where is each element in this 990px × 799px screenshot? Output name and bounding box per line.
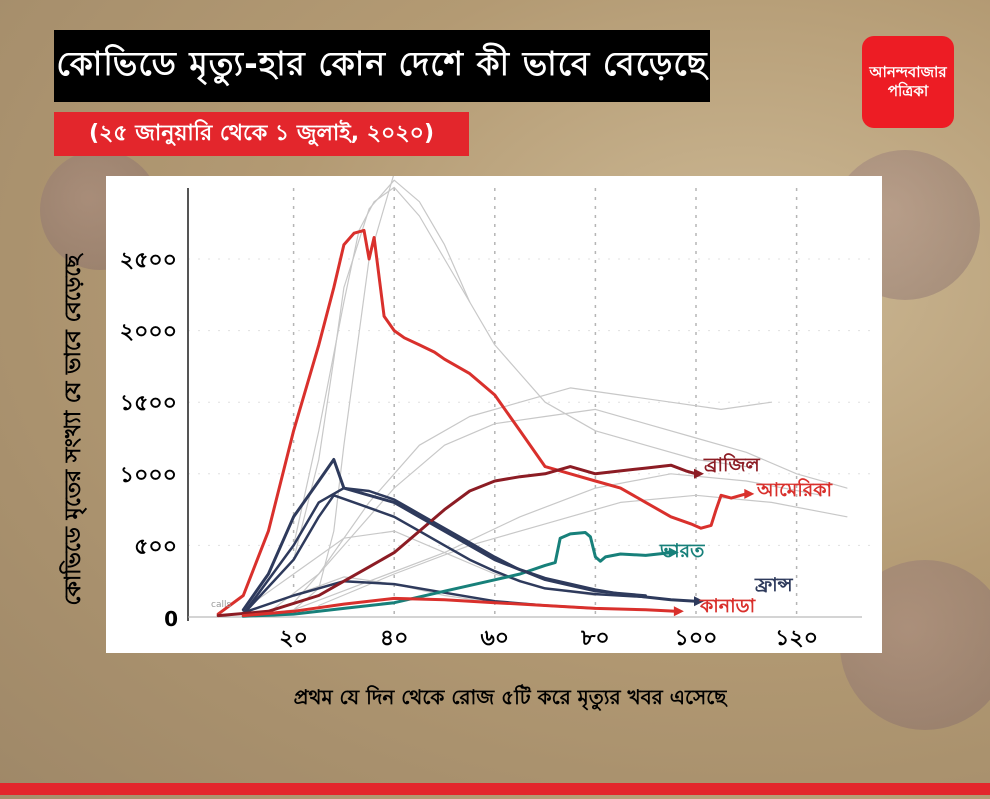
series-label: কানাডা xyxy=(699,595,757,617)
origin-label: calls xyxy=(211,600,231,610)
series-arrowhead xyxy=(694,596,704,607)
other-country-line xyxy=(318,494,848,607)
x-tick-label: ৬০ xyxy=(480,626,509,651)
series-label: ব্রাজিল xyxy=(703,453,760,476)
other-country-line xyxy=(293,473,823,611)
x-tick-label: ৪০ xyxy=(380,626,409,651)
y-tick-label: 0 xyxy=(164,607,178,631)
bottom-accent-bar xyxy=(0,783,990,795)
other-country-line xyxy=(242,179,471,615)
series-arrowhead xyxy=(673,606,684,617)
y-tick-label: ১০০০ xyxy=(120,463,177,488)
logo-line-2: পত্রিকা xyxy=(887,82,929,100)
brand-logo: আনন্দবাজার পত্রিকা xyxy=(862,36,954,128)
y-tick-label: ১৫০০ xyxy=(120,391,177,416)
logo-line-1: আনন্দবাজার xyxy=(869,63,947,81)
other-country-line xyxy=(242,186,747,615)
x-tick-label: ২০ xyxy=(279,626,308,651)
series-line xyxy=(216,228,748,616)
page-subtitle: (২৫ জানুয়ারি থেকে ১ জুলাই, ২০২০) xyxy=(54,112,469,156)
other-country-line xyxy=(267,387,773,614)
y-axis-label: কোভিডে মৃতের সংখ্যা যে ভাবে বেড়েছে xyxy=(59,253,87,606)
series-line xyxy=(241,596,678,618)
x-tick-label: ১০০ xyxy=(675,626,718,651)
series-label: ফ্রান্স xyxy=(754,574,794,596)
series-arrowhead xyxy=(668,547,679,558)
y-tick-label: ৫০০ xyxy=(134,534,177,559)
series-line xyxy=(241,458,698,612)
series-line xyxy=(216,463,698,618)
series-label: ভারত xyxy=(659,540,705,562)
x-axis-label: প্রথম যে দিন থেকে রোজ ৫টি করে মৃত্যুর খব… xyxy=(293,685,727,709)
series-line xyxy=(241,531,673,618)
series-label: আমেরিকা xyxy=(756,478,834,501)
series-arrowhead xyxy=(694,468,704,479)
page-title: কোভিডে মৃত্যু-হার কোন দেশে কী ভাবে বেড়ে… xyxy=(54,30,710,102)
y-tick-label: ২৫০০ xyxy=(120,248,177,273)
y-tick-label: ২০০০ xyxy=(120,320,177,345)
x-tick-label: ১২০ xyxy=(775,626,818,651)
x-tick-label: ৮০ xyxy=(580,626,610,651)
series-arrowhead xyxy=(744,488,755,499)
